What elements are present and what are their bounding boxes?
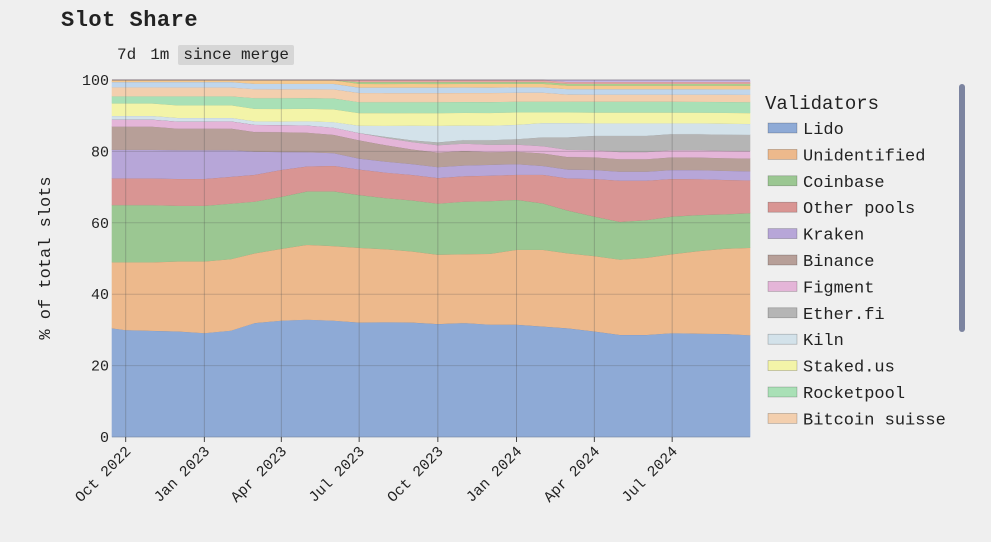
y-axis-label: % of total slots — [37, 176, 56, 339]
y-tick-label: 20 — [91, 359, 109, 376]
legend-item[interactable]: Bitcoin suisse — [803, 411, 946, 430]
legend-swatch — [767, 228, 798, 239]
grid-lines — [112, 79, 750, 438]
legend-item[interactable]: Staked.us — [803, 359, 895, 378]
legend-swatch — [767, 413, 798, 424]
legend: Validators Lido Unidentified Coinbase Other… — [765, 93, 946, 430]
x-tick-label: Apr 2024 — [541, 444, 604, 507]
legend-item[interactable]: Binance — [803, 253, 874, 272]
legend-item[interactable]: Kiln — [803, 332, 844, 351]
legend-swatch — [767, 307, 798, 319]
area-lido — [111, 319, 751, 438]
legend-swatch — [767, 360, 798, 371]
legend-item[interactable]: Figment — [803, 279, 874, 298]
legend-swatch — [767, 386, 798, 398]
legend-item[interactable]: Lido — [803, 121, 844, 140]
legend-item[interactable]: Rocketpool — [803, 385, 905, 404]
x-axis: Oct 2022 Jan 2023 Apr 2023 Jul 2023 Oct 2023… — [72, 437, 682, 507]
x-tick-label: Jan 2024 — [463, 444, 526, 507]
legend-swatch — [767, 122, 798, 134]
y-axis: 0 20 40 60 80 100 — [82, 73, 109, 447]
x-tick-label: Jan 2023 — [151, 444, 214, 507]
legend-item[interactable]: Ether.fi — [803, 306, 885, 325]
x-tick-label: Jul 2023 — [306, 444, 369, 507]
legend-swatch — [767, 254, 798, 266]
legend-item[interactable]: Kraken — [803, 227, 864, 246]
x-tick-label: Jul 2024 — [619, 444, 682, 507]
time-range-selector: 7d 1m since merge — [112, 45, 295, 65]
range-7d-button[interactable]: 7d — [112, 45, 141, 65]
legend-title: Validators — [765, 93, 879, 115]
legend-swatch — [767, 281, 798, 292]
y-tick-label: 0 — [100, 430, 109, 447]
x-tick-label: Oct 2023 — [384, 444, 447, 507]
range-1m-button[interactable]: 1m — [145, 45, 174, 65]
legend-item[interactable]: Other pools — [803, 200, 915, 219]
y-tick-label: 40 — [91, 287, 109, 304]
x-tick-label: Apr 2023 — [228, 444, 291, 507]
y-tick-label: 60 — [91, 216, 109, 233]
area-series-group — [111, 79, 751, 438]
y-tick-label: 100 — [82, 73, 109, 90]
legend-item[interactable]: Unidentified — [803, 147, 925, 166]
legend-scrollbar[interactable] — [959, 84, 965, 332]
area-other-16 — [112, 79, 751, 83]
legend-swatch — [767, 333, 798, 345]
range-since-merge-button[interactable]: since merge — [178, 45, 295, 65]
y-tick-label: 80 — [91, 144, 109, 161]
legend-swatch — [767, 201, 798, 213]
page-title: Slot Share — [61, 8, 199, 33]
legend-item[interactable]: Coinbase — [803, 174, 885, 193]
legend-swatch — [767, 149, 798, 160]
x-tick-label: Oct 2022 — [72, 444, 135, 507]
legend-swatch — [767, 175, 798, 187]
